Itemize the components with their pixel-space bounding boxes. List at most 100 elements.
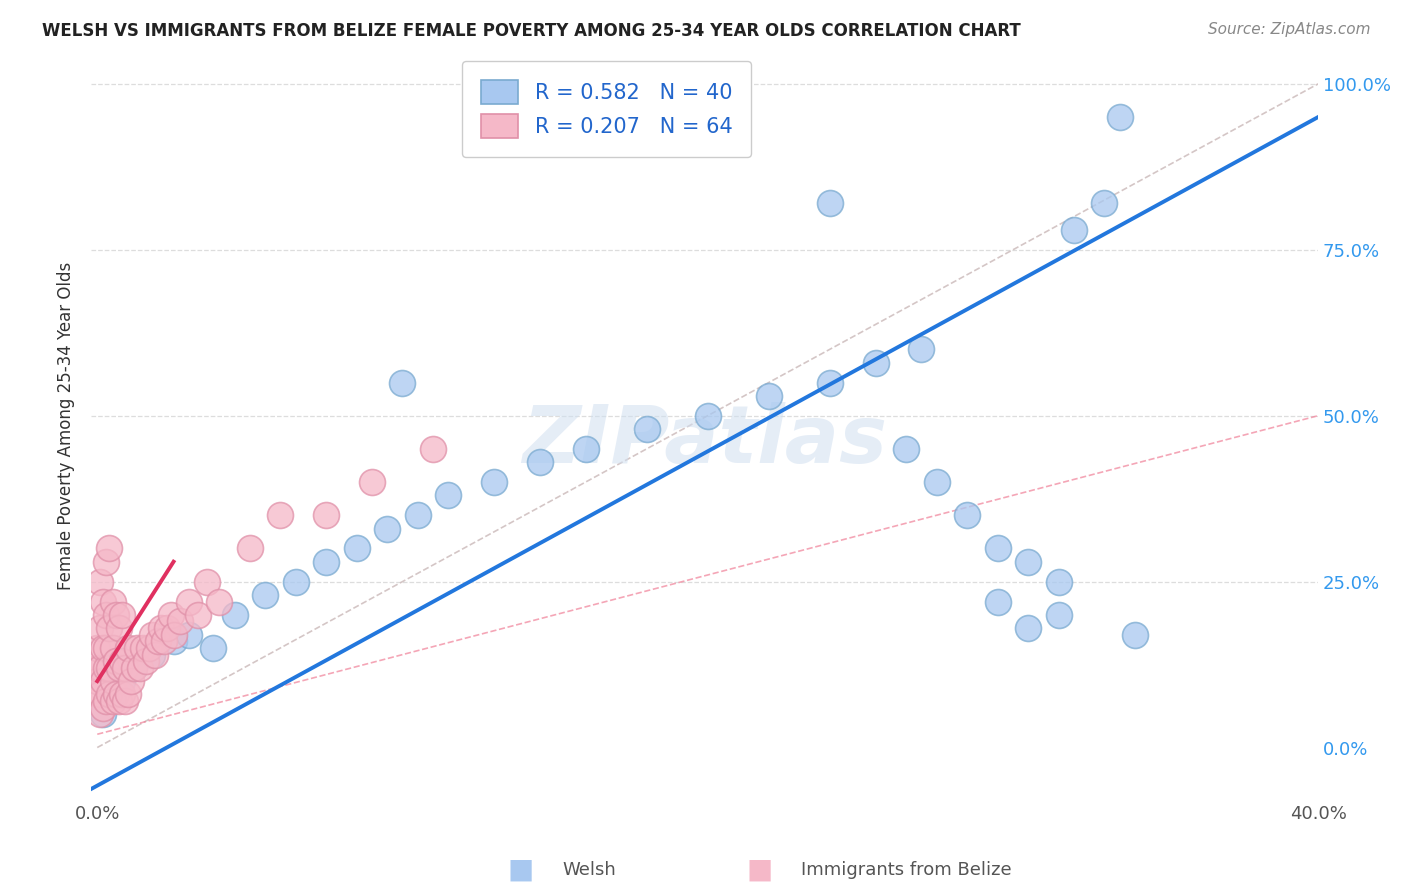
Point	[1063, 223, 1085, 237]
Point	[156, 621, 179, 635]
Point	[575, 442, 598, 456]
Point	[86, 688, 108, 702]
Point	[96, 694, 118, 708]
Point	[101, 688, 124, 702]
Point	[111, 654, 134, 668]
Point	[818, 376, 841, 390]
Point	[117, 640, 139, 655]
Point	[89, 574, 111, 589]
Point	[202, 640, 225, 655]
Legend: R = 0.582   N = 40, R = 0.207   N = 64: R = 0.582 N = 40, R = 0.207 N = 64	[461, 61, 751, 157]
Point	[987, 594, 1010, 608]
Point	[315, 555, 337, 569]
Point	[122, 661, 145, 675]
Point	[169, 615, 191, 629]
Point	[758, 389, 780, 403]
Point	[1047, 574, 1070, 589]
Point	[239, 541, 262, 556]
Point	[315, 508, 337, 523]
Point	[187, 607, 209, 622]
Point	[135, 654, 157, 668]
Point	[117, 688, 139, 702]
Text: ■: ■	[747, 855, 772, 884]
Point	[101, 594, 124, 608]
Point	[114, 661, 136, 675]
Point	[865, 356, 887, 370]
Point	[96, 607, 118, 622]
Point	[1108, 110, 1130, 124]
Point	[96, 640, 118, 655]
Point	[346, 541, 368, 556]
Point	[437, 488, 460, 502]
Point	[98, 688, 121, 702]
Point	[101, 694, 124, 708]
Text: Source: ZipAtlas.com: Source: ZipAtlas.com	[1208, 22, 1371, 37]
Point	[529, 455, 551, 469]
Point	[107, 661, 129, 675]
Text: ■: ■	[508, 855, 533, 884]
Point	[224, 607, 246, 622]
Point	[177, 594, 200, 608]
Text: Welsh: Welsh	[562, 861, 616, 879]
Point	[98, 541, 121, 556]
Point	[122, 661, 145, 675]
Point	[148, 634, 170, 648]
Point	[269, 508, 291, 523]
Point	[107, 621, 129, 635]
Point	[132, 640, 155, 655]
Point	[162, 628, 184, 642]
Point	[406, 508, 429, 523]
Text: Immigrants from Belize: Immigrants from Belize	[801, 861, 1012, 879]
Point	[956, 508, 979, 523]
Text: WELSH VS IMMIGRANTS FROM BELIZE FEMALE POVERTY AMONG 25-34 YEAR OLDS CORRELATION: WELSH VS IMMIGRANTS FROM BELIZE FEMALE P…	[42, 22, 1021, 40]
Point	[141, 648, 163, 662]
Point	[104, 654, 127, 668]
Point	[143, 648, 166, 662]
Point	[195, 574, 218, 589]
Point	[101, 674, 124, 689]
Point	[98, 621, 121, 635]
Point	[89, 707, 111, 722]
Point	[107, 694, 129, 708]
Point	[98, 661, 121, 675]
Point	[150, 621, 173, 635]
Point	[114, 694, 136, 708]
Point	[89, 621, 111, 635]
Point	[141, 628, 163, 642]
Point	[818, 196, 841, 211]
Point	[636, 422, 658, 436]
Point	[391, 376, 413, 390]
Point	[159, 607, 181, 622]
Point	[125, 640, 148, 655]
Point	[987, 541, 1010, 556]
Point	[153, 634, 176, 648]
Point	[89, 688, 111, 702]
Point	[696, 409, 718, 423]
Point	[284, 574, 307, 589]
Point	[129, 661, 152, 675]
Point	[910, 343, 932, 357]
Point	[104, 607, 127, 622]
Point	[93, 674, 115, 689]
Text: ZIPatlas: ZIPatlas	[522, 401, 887, 480]
Point	[111, 607, 134, 622]
Point	[422, 442, 444, 456]
Point	[1017, 621, 1039, 635]
Point	[86, 661, 108, 675]
Point	[375, 522, 398, 536]
Point	[93, 707, 115, 722]
Point	[254, 588, 277, 602]
Point	[111, 688, 134, 702]
Point	[1123, 628, 1146, 642]
Point	[138, 640, 160, 655]
Point	[208, 594, 231, 608]
Point	[1094, 196, 1116, 211]
Point	[101, 640, 124, 655]
Point	[1017, 555, 1039, 569]
Point	[86, 674, 108, 689]
Point	[894, 442, 917, 456]
Point	[162, 634, 184, 648]
Point	[93, 594, 115, 608]
Point	[93, 700, 115, 714]
Point	[1047, 607, 1070, 622]
